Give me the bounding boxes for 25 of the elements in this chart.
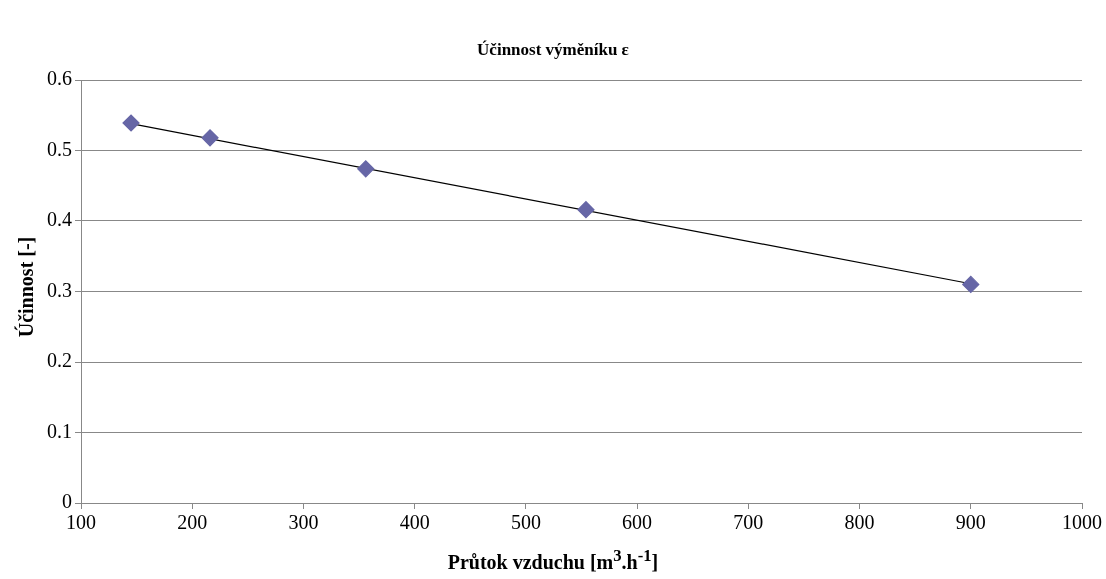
point [962,275,980,294]
y-tick-label: 0.5 [47,137,72,160]
x-tick-label: 500 [510,511,541,534]
x-tick-label: 600 [622,511,653,534]
y-axis-title: Účinnost [-] [14,236,38,338]
x-axis-title: Průtok vzduchu [m$^{3}$.h$^{-1}$] [446,546,660,574]
x-tick-label: 1000 [1062,511,1102,534]
y-tick-label: 0 [62,490,72,513]
y-tick-label: 0.1 [47,419,72,442]
x-tick-label: 200 [177,511,208,534]
x-tick-label: 400 [399,511,430,534]
x-tick-label: 300 [288,511,319,534]
chart-title: Účinnost výměníku ε [476,40,630,60]
y-tick-label: 0.6 [47,67,72,90]
point [577,201,595,219]
y-tick-label: 0.4 [47,208,72,231]
y-tick-label: 0.2 [47,349,72,372]
point [357,160,375,178]
x-tick-label: 800 [844,511,875,534]
x-tick-label: 900 [955,511,986,534]
point [201,129,219,147]
x-tick-label: 700 [733,511,764,534]
x-tick-label: 100 [66,511,96,534]
y-tick-label: 0.3 [47,278,72,301]
point [122,114,140,132]
